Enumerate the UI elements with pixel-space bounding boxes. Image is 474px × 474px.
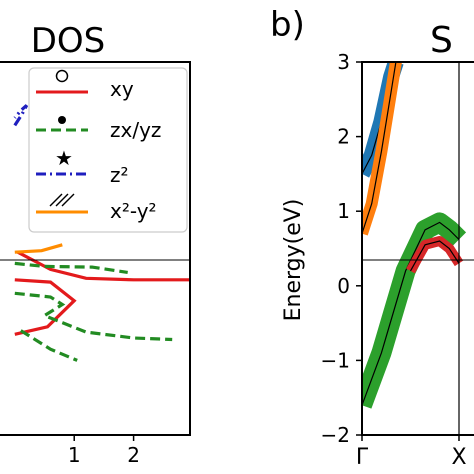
legend-label-z2: z² [110,163,129,187]
band-y-tick-label-0: −2 [321,423,350,447]
band-y-tick-label-4: 2 [337,125,350,149]
dos-title: DOS [31,21,106,61]
band-series-3-center [409,240,460,272]
band-ylabel: Energy(eV) [281,199,306,322]
dos-series-1 [14,261,173,362]
legend-entry-x2y2: x²-y² [36,193,157,223]
band-y-tick-label-2: 0 [337,274,350,298]
band-title: S [430,20,453,61]
legend-marker-dot [58,116,66,124]
dos-series-2 [13,104,29,127]
band-axes-frame [361,61,474,436]
band-y-tick-label-3: 1 [337,199,350,223]
legend-entry-z2: ★ z² [36,146,129,187]
band-series-2-center [362,221,460,406]
legend-label-x2y2: x²-y² [110,199,157,223]
dos-series-3 [14,243,63,254]
legend-label-zxyz: zx/yz [110,118,161,142]
band-series-1-center [362,62,397,234]
dos-curves [13,104,190,362]
legend-marker-hatch [49,193,75,207]
band-x-tick-label-1: X [451,445,466,470]
dos-x-tick-label-1: 2 [127,443,140,467]
dos-x-tick-label-0: 1 [68,443,81,467]
legend-marker-star: ★ [55,146,73,170]
band-panel-label: b) [270,5,305,45]
band-y-tick-label-5: 3 [337,50,350,74]
legend-entry-xy: xy [36,69,134,101]
band-x-tick-label-0: Γ [356,445,369,470]
dos-axes-frame [0,61,191,436]
band-y-tick-label-1: −1 [321,348,350,372]
band-curves [362,62,467,409]
legend-box [28,67,188,233]
legend-entry-zxyz: zx/yz [36,116,161,142]
legend-marker-circle [55,69,69,83]
dos-legend: xy zx/yz ★ z² x²-y² [28,67,188,233]
dos-series-0 [14,250,190,336]
legend-label-xy: xy [110,77,134,101]
band-y-ticks: −2 −1 0 1 2 3 [321,50,362,447]
